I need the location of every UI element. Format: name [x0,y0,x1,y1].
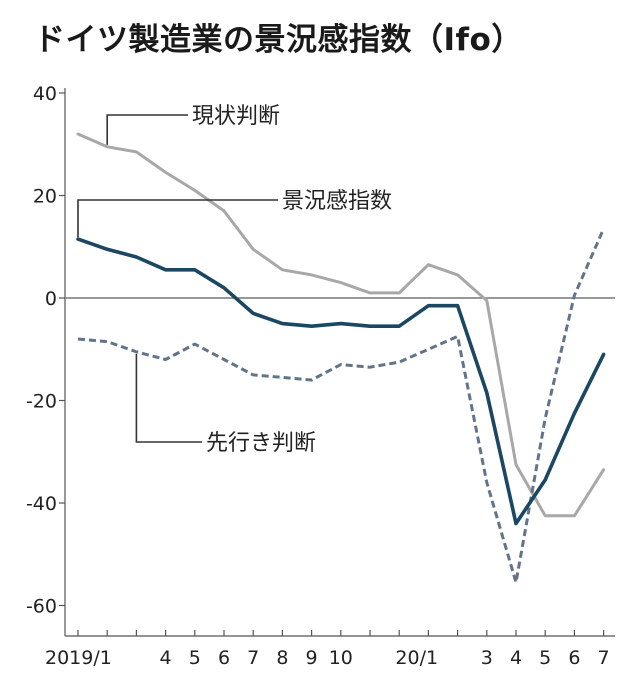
series-line-1 [76,132,606,518]
x-tick-label: 4 [160,647,172,669]
y-tick-label: -40 [26,493,57,515]
series-label: 現状判断 [192,104,280,129]
y-tick-label: 20 [33,186,57,208]
y-tick-label: -60 [26,596,57,618]
x-tick-label: 7 [247,647,259,669]
x-tick-label: 9 [306,647,318,669]
x-tick-label: 5 [189,647,201,669]
y-tick-label: 0 [45,288,57,310]
y-tick-label: -20 [26,391,57,413]
chart-title: ドイツ製造業の景況感指数（Ifo） [34,22,523,58]
x-tick-label: 8 [276,647,288,669]
series-label: 先行き判断 [206,431,316,456]
series-line-3 [77,228,605,584]
x-tick-label: 6 [568,647,580,669]
series-lines [76,132,606,584]
x-axis: 2019/1 4 5 6 7 8 9 10 20/1 3 4 5 6 7 [45,630,615,669]
x-tick-label: 7 [598,647,610,669]
callout-leader [106,114,188,145]
x-tick-label: 6 [218,647,230,669]
x-tick-label: 20/1 [395,647,438,669]
x-tick-label: 4 [510,647,522,669]
x-tick-label: 3 [481,647,493,669]
x-tick-label: 10 [329,647,353,669]
x-tick-label: 2019/1 [45,647,112,669]
series-label: 景況感指数 [282,189,392,214]
callout-leader [77,199,278,238]
y-axis: 40 20 0 -20 -40 -60 [26,83,615,636]
x-tick-label: 5 [539,647,551,669]
callout-leader [135,353,202,443]
series-line-2 [76,237,606,526]
y-tick-label: 40 [33,83,57,105]
